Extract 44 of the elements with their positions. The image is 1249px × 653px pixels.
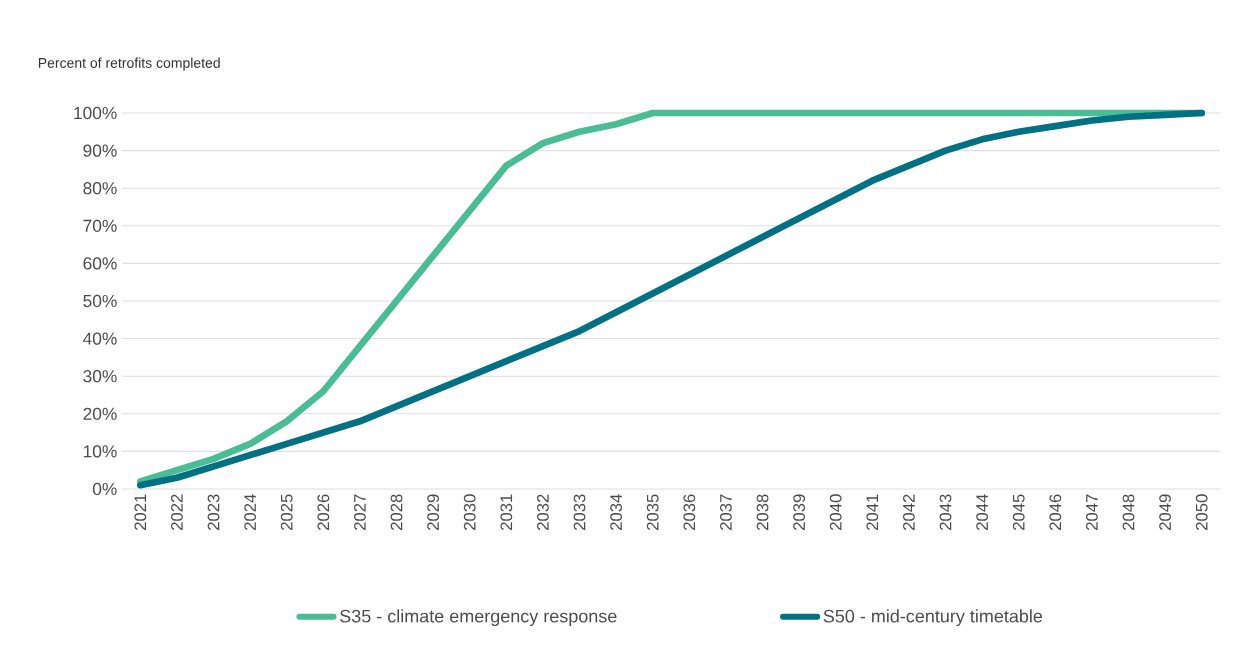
x-tick-label: 2042 xyxy=(903,494,915,530)
legend-label: S50 - mid-century timetable xyxy=(823,609,1043,627)
y-tick-label: 80% xyxy=(83,182,117,195)
x-tick-label: 2039 xyxy=(793,494,806,530)
x-tick-label: 2024 xyxy=(244,494,257,530)
x-tick-label: 2047 xyxy=(1086,494,1098,530)
y-tick-label: 50% xyxy=(83,294,117,308)
x-tick-label: 2028 xyxy=(390,494,403,530)
y-tick-label: 20% xyxy=(83,407,117,420)
x-tick-label: 2038 xyxy=(756,494,769,530)
x-tick-label: 2044 xyxy=(976,494,989,530)
y-tick-label: 30% xyxy=(83,370,117,383)
y-tick-label: 90% xyxy=(83,144,117,157)
x-tick-label: 2045 xyxy=(1012,494,1025,530)
y-axis-title: Percent of retrofits completed xyxy=(38,57,220,71)
x-tick-label: 2022 xyxy=(171,494,183,530)
x-tick-label: 2048 xyxy=(1122,494,1135,530)
legend-label: S35 - climate emergency response xyxy=(340,609,617,627)
x-tick-label: 2030 xyxy=(463,494,476,530)
x-tick-label: 2034 xyxy=(610,494,623,530)
x-tick-label: 2031 xyxy=(500,494,513,530)
x-tick-label: 2043 xyxy=(939,494,952,530)
y-tick-label: 10% xyxy=(83,445,117,458)
x-tick-label: 2049 xyxy=(1159,494,1172,530)
y-tick-label: 60% xyxy=(83,257,117,270)
y-tick-label: 70% xyxy=(83,219,117,232)
x-tick-label: 2050 xyxy=(1195,494,1208,530)
x-tick-label: 2033 xyxy=(573,494,586,530)
x-tick-label: 2026 xyxy=(317,494,330,530)
x-tick-label: 2027 xyxy=(354,494,366,530)
y-tick-label: 0% xyxy=(92,482,117,496)
x-tick-label: 2035 xyxy=(646,494,659,530)
x-tick-label: 2041 xyxy=(866,494,879,530)
y-tick-label: 100% xyxy=(74,106,117,120)
x-tick-label: 2037 xyxy=(720,494,732,530)
x-tick-label: 2023 xyxy=(207,494,220,530)
x-tick-label: 2032 xyxy=(537,494,549,530)
x-tick-label: 2036 xyxy=(683,494,696,530)
x-tick-label: 2025 xyxy=(280,494,293,530)
x-tick-label: 2021 xyxy=(134,494,147,530)
x-tick-label: 2040 xyxy=(829,494,842,530)
x-tick-label: 2029 xyxy=(427,494,440,530)
y-tick-label: 40% xyxy=(83,332,117,345)
x-tick-label: 2046 xyxy=(1049,494,1062,530)
